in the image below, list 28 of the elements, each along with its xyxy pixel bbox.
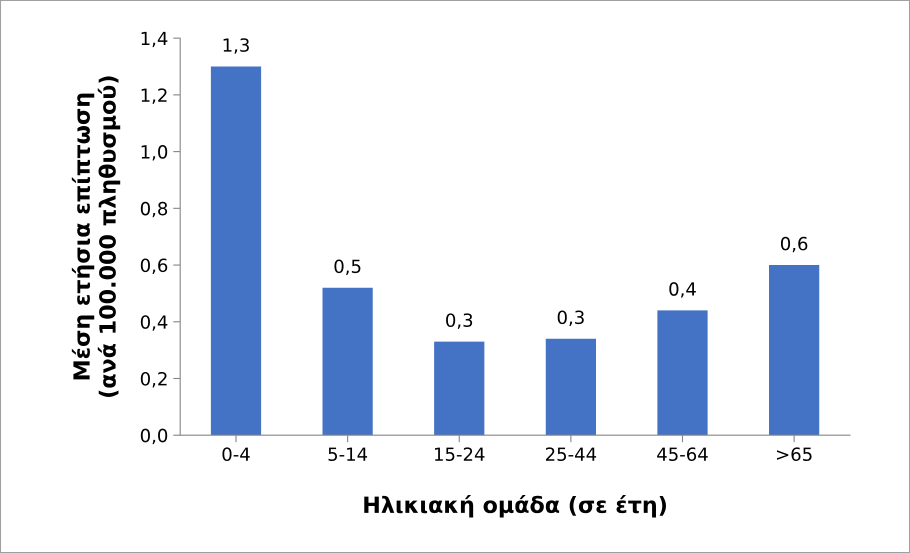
data-label: 0,3 — [558, 310, 584, 326]
x-tick-label: 45-64 — [657, 447, 708, 461]
data-label: 0,5 — [334, 259, 360, 275]
y-tick-label: 0,2 — [140, 372, 167, 388]
data-label: 1,3 — [224, 38, 249, 54]
x-axis-title: Ηλικιακή ομάδα (σε έτη) — [364, 495, 666, 518]
y-tick-label: 0,8 — [140, 202, 168, 218]
y-tick-label: 0,0 — [140, 428, 168, 444]
x-tick-label: 15-24 — [434, 447, 484, 461]
x-tick-label: 5-14 — [328, 448, 368, 461]
bar — [322, 288, 373, 436]
y-tick-label: 0,6 — [140, 258, 168, 274]
data-label: 0,6 — [780, 236, 808, 252]
y-axis-title: Μέση ετήσια επίπτωση (ανά 100.000 πληθυσμού) — [72, 76, 120, 397]
data-label: 0,4 — [669, 282, 696, 298]
x-tick-label: >65 — [776, 447, 812, 461]
data-label: 0,3 — [446, 313, 472, 329]
bar — [657, 310, 708, 436]
bar — [434, 342, 484, 436]
bar — [546, 338, 596, 436]
x-tick-label: 25-44 — [546, 447, 596, 461]
y-tick-label: 1,0 — [142, 145, 168, 161]
x-tick-label: 0-4 — [222, 447, 250, 461]
bar — [210, 66, 262, 436]
y-tick-label: 1,4 — [142, 32, 168, 48]
y-tick-label: 0,4 — [140, 315, 168, 331]
bar — [769, 265, 820, 436]
y-tick-label: 1,2 — [142, 88, 167, 104]
